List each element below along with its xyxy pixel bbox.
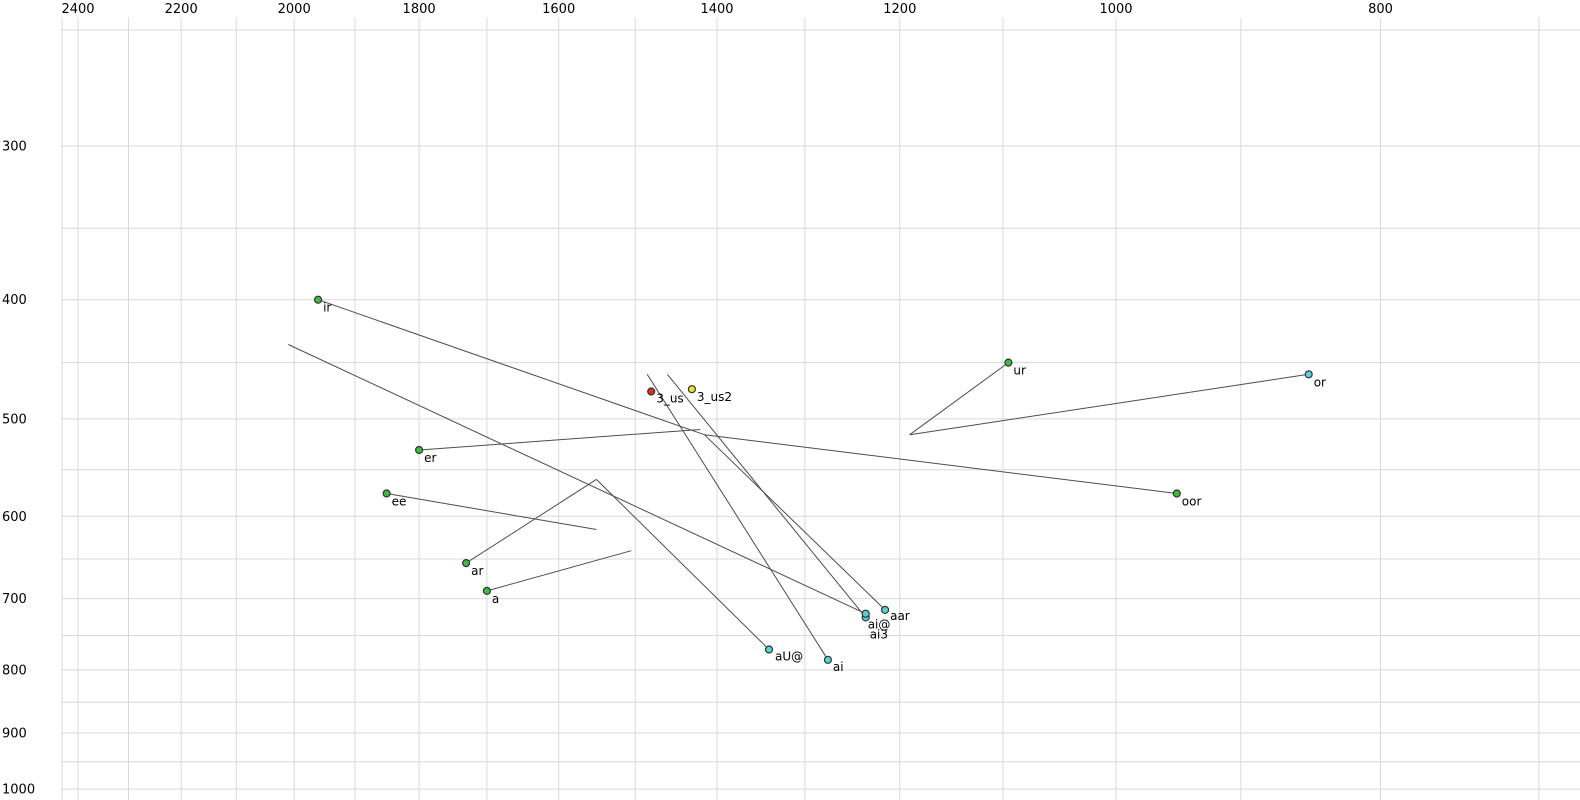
x-tick-label: 1800 xyxy=(403,2,436,17)
trajectory-line-ur xyxy=(909,362,1009,436)
point-label-ar: ar xyxy=(471,564,483,578)
point-label-aar: aar xyxy=(890,609,910,623)
data-point-aar[interactable] xyxy=(880,605,890,615)
gridlines xyxy=(61,18,1580,800)
trajectory-lines xyxy=(288,299,1309,661)
x-tick-label: 2200 xyxy=(165,2,198,17)
trajectory-line-aU@ xyxy=(596,479,770,650)
x-axis-labels: 2400 2200 2000 1800 1600 1400 1200 1000 800 xyxy=(61,2,1392,17)
y-tick-label: 900 xyxy=(2,726,27,741)
data-point-ai3[interactable] xyxy=(861,609,870,618)
point-label-3_us: 3_us xyxy=(656,392,684,406)
point-label-ai3: ai3 xyxy=(870,628,888,642)
trajectory-line-oor xyxy=(704,434,1177,494)
trajectory-line-ai@ xyxy=(666,373,867,618)
y-tick-label: 600 xyxy=(2,510,27,525)
y-tick-label: 700 xyxy=(2,592,27,607)
trajectory-line-ai xyxy=(646,374,829,661)
point-label-ur: ur xyxy=(1013,364,1026,378)
trajectory-line-er xyxy=(419,429,701,451)
trajectory-line-aar xyxy=(704,434,886,611)
data-point-oor[interactable] xyxy=(1172,489,1181,498)
data-point-ur[interactable] xyxy=(1004,358,1013,367)
y-tick-label: 500 xyxy=(2,412,27,427)
point-label-aU@: aU@ xyxy=(775,650,803,664)
data-point-ar[interactable] xyxy=(462,558,471,568)
y-tick-label: 1000 xyxy=(2,783,35,798)
x-tick-label: 2400 xyxy=(61,2,94,17)
data-point-er[interactable] xyxy=(415,445,424,455)
point-label-ir: ir xyxy=(323,301,331,315)
trajectory-line-ee xyxy=(386,493,597,530)
trajectory-line-a xyxy=(486,550,632,592)
x-tick-label: 1400 xyxy=(700,2,733,17)
data-point-3_us2[interactable] xyxy=(687,385,697,394)
point-label-or: or xyxy=(1314,375,1326,389)
y-tick-label: 400 xyxy=(2,293,27,308)
point-label-ai: ai xyxy=(833,660,844,674)
point-label-3_us2: 3_us2 xyxy=(697,390,732,404)
data-point-aU@[interactable] xyxy=(764,645,774,654)
y-axis-labels: 300 400 500 600 700 800 900 1000 xyxy=(2,140,35,798)
point-label-oor: oor xyxy=(1182,495,1202,509)
data-point-3_us[interactable] xyxy=(647,387,656,396)
trajectory-line-ai3 xyxy=(288,344,866,615)
y-tick-label: 300 xyxy=(2,140,27,155)
x-tick-label: 1000 xyxy=(1099,2,1132,17)
y-tick-label: 800 xyxy=(2,663,27,678)
data-points xyxy=(314,295,1313,664)
x-tick-label: 800 xyxy=(1368,2,1393,17)
point-label-ee: ee xyxy=(392,495,407,509)
point-label-a: a xyxy=(492,592,499,606)
data-point-ai[interactable] xyxy=(823,655,833,664)
trajectory-line-or xyxy=(909,373,1309,436)
data-point-or[interactable] xyxy=(1304,370,1313,379)
x-tick-label: 2000 xyxy=(278,2,311,17)
trajectory-line-ar xyxy=(465,478,597,564)
x-tick-label: 1600 xyxy=(542,2,575,17)
x-tick-label: 1200 xyxy=(883,2,916,17)
point-label-er: er xyxy=(424,451,436,465)
data-point-ee[interactable] xyxy=(382,489,391,498)
data-point-ir[interactable] xyxy=(314,295,323,304)
data-point-a[interactable] xyxy=(482,586,491,596)
point-label-ai@: ai@ xyxy=(868,617,891,631)
trajectory-line-ir xyxy=(317,299,705,436)
